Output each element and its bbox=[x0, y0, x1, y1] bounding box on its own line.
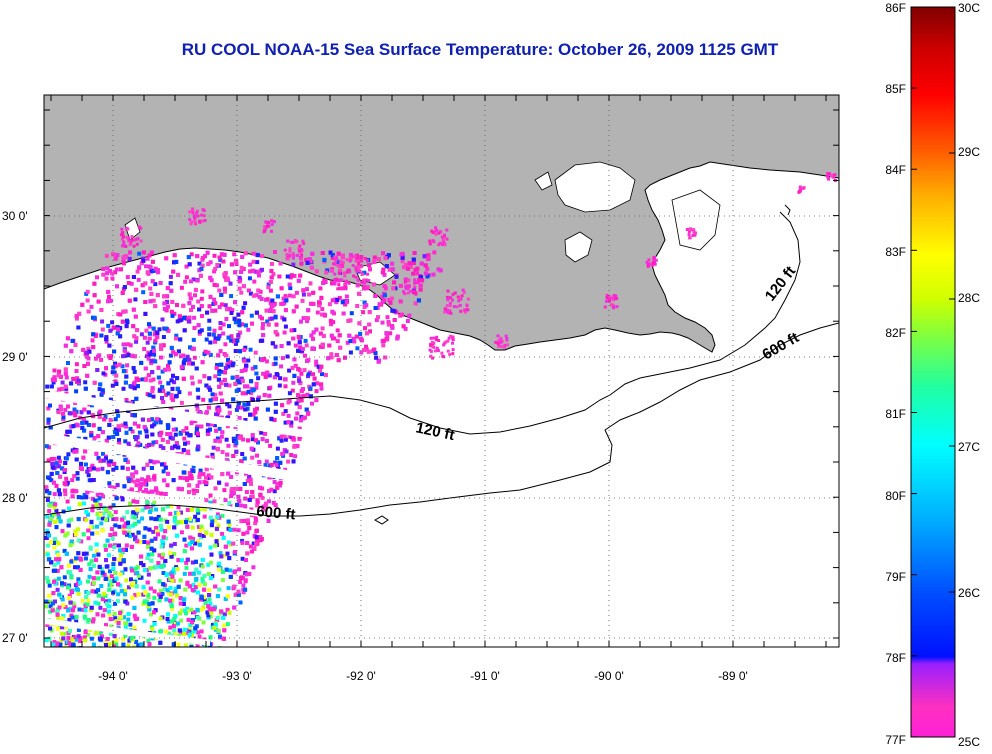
x-tick-label: -90 0' bbox=[594, 669, 624, 683]
y-tick-label: 30 0' bbox=[2, 209, 28, 223]
contour-120ft bbox=[44, 211, 801, 435]
colorbar-f-label: 83F bbox=[885, 245, 906, 259]
y-tick-label: 29 0' bbox=[2, 350, 28, 364]
x-tick-label: -92 0' bbox=[346, 669, 376, 683]
colorbar-c-label: 27C bbox=[958, 440, 980, 454]
colorbar-f-label: 78F bbox=[885, 651, 906, 665]
y-tick-label: 27 0' bbox=[2, 631, 28, 645]
colorbar-c-label: 25C bbox=[958, 735, 980, 749]
colorbar-f-label: 77F bbox=[885, 733, 906, 747]
colorbar-f-label: 82F bbox=[885, 326, 906, 340]
colorbar-f-label: 79F bbox=[885, 570, 906, 584]
contour-label-600ft: 600 ft bbox=[256, 503, 297, 523]
graticule bbox=[44, 95, 839, 647]
x-tick-label: -94 0' bbox=[98, 669, 128, 683]
map-title: RU COOL NOAA-15 Sea Surface Temperature:… bbox=[181, 40, 779, 59]
colorbar-c-label: 26C bbox=[958, 586, 980, 600]
colorbar: 86F 85F 84F 83F 82F 81F 80F 79F 78F 77F … bbox=[885, 1, 980, 749]
colorbar-gradient bbox=[910, 6, 956, 738]
sst-pixels bbox=[44, 171, 837, 647]
colorbar-c-label: 30C bbox=[958, 1, 980, 15]
colorbar-f-label: 85F bbox=[885, 82, 906, 96]
colorbar-f-label: 81F bbox=[885, 407, 906, 421]
tick-marks bbox=[44, 95, 839, 647]
colorbar-f-label: 84F bbox=[885, 163, 906, 177]
swath-gaps bbox=[44, 390, 320, 646]
contour-600ft bbox=[44, 322, 839, 517]
colorbar-f-label: 86F bbox=[885, 1, 906, 15]
colorbar-c-label: 29C bbox=[958, 145, 980, 159]
plot-frame bbox=[43, 94, 840, 648]
x-tick-label: -89 0' bbox=[718, 669, 748, 683]
x-tick-label: -93 0' bbox=[222, 669, 252, 683]
x-tick-label: -91 0' bbox=[470, 669, 500, 683]
y-tick-label: 28 0' bbox=[2, 491, 28, 505]
colorbar-c-label: 28C bbox=[958, 291, 980, 305]
colorbar-f-label: 80F bbox=[885, 489, 906, 503]
